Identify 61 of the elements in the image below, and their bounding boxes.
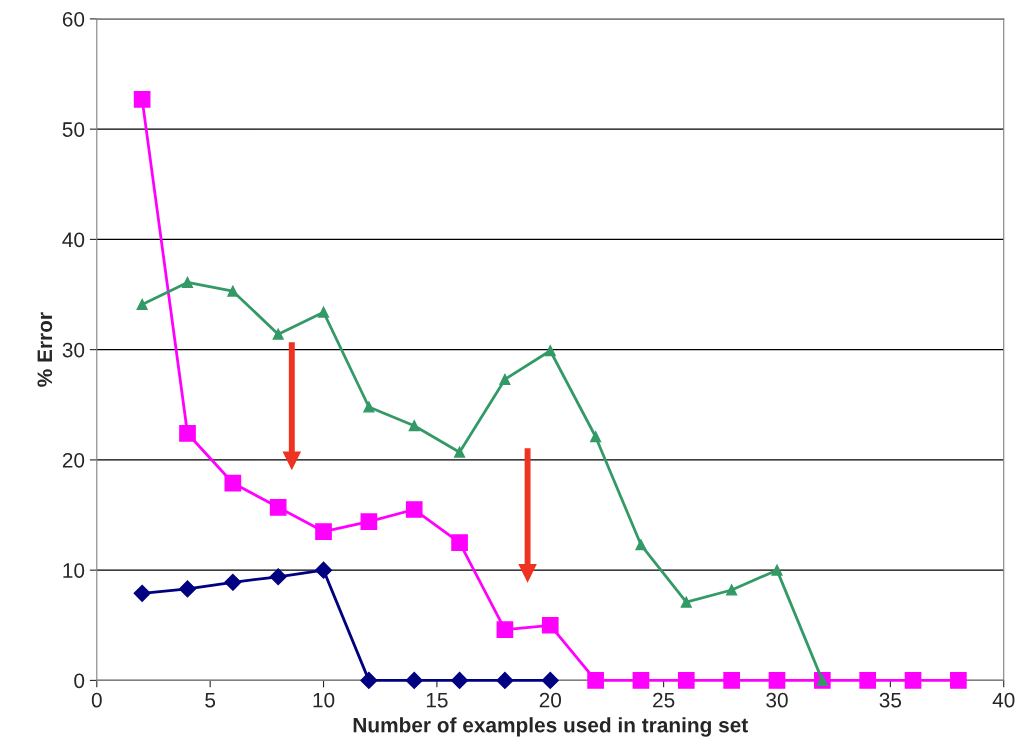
point <box>408 420 420 432</box>
x-tick-label: 10 <box>313 692 335 708</box>
x-tick-label: 40 <box>992 692 1015 708</box>
point <box>224 573 242 591</box>
point <box>405 671 423 689</box>
point <box>723 672 740 689</box>
point <box>632 672 650 689</box>
point <box>496 621 514 639</box>
point <box>133 91 151 108</box>
y-tick-label: 40 <box>62 232 85 248</box>
point <box>541 671 559 689</box>
point <box>272 328 284 340</box>
point <box>360 671 378 689</box>
point <box>541 616 559 634</box>
x-tick-label: 5 <box>205 692 216 708</box>
point <box>269 568 287 586</box>
point <box>405 501 423 518</box>
y-tick-label: 30 <box>62 342 85 358</box>
point <box>451 534 468 551</box>
point <box>771 564 783 576</box>
point <box>227 285 239 297</box>
point <box>726 584 738 596</box>
y-tick-label: 20 <box>62 452 85 468</box>
point <box>680 596 692 608</box>
point <box>363 401 375 413</box>
point <box>451 671 469 689</box>
y-tick-label: 0 <box>74 673 85 689</box>
point <box>587 672 604 689</box>
y-tick-label: 10 <box>63 563 85 578</box>
x-tick-label: 15 <box>426 692 448 708</box>
point <box>133 584 151 602</box>
point <box>360 513 378 530</box>
point <box>269 498 287 516</box>
point <box>590 431 602 443</box>
point <box>499 373 511 385</box>
x-tick-label: 30 <box>766 692 788 708</box>
x-tick-label: 20 <box>539 692 562 708</box>
x-tick-label: 0 <box>91 692 102 708</box>
point <box>635 539 647 551</box>
point <box>224 474 242 492</box>
point <box>677 672 695 689</box>
point <box>859 672 877 689</box>
point <box>496 671 514 689</box>
point <box>136 298 148 311</box>
point <box>315 523 332 540</box>
point <box>544 345 556 357</box>
point <box>314 561 333 579</box>
y-tick-label: 60 <box>62 11 85 27</box>
point <box>904 672 922 689</box>
point <box>179 425 196 442</box>
point <box>178 580 197 598</box>
point <box>950 672 967 689</box>
point <box>317 306 330 318</box>
point <box>768 672 786 689</box>
y-tick-label: 50 <box>62 122 85 137</box>
x-tick-label: 35 <box>879 692 902 708</box>
y-axis-title: % Error <box>37 312 53 387</box>
x-axis-title: Number of examples used in traning set <box>353 717 748 737</box>
x-tick-label: 25 <box>653 692 675 708</box>
point <box>454 446 466 458</box>
point <box>181 276 194 288</box>
